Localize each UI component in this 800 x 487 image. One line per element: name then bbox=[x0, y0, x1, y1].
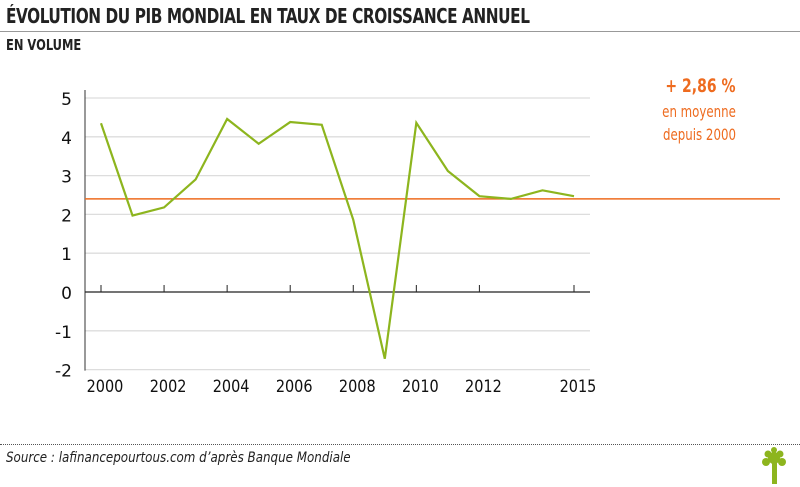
y-tick-label: -1 bbox=[55, 323, 72, 343]
x-tick-label: 2002 bbox=[150, 376, 187, 396]
gdp-growth-line bbox=[99, 117, 575, 359]
average-caption-1: en moyenne bbox=[662, 102, 736, 121]
x-tick-label: 2015 bbox=[560, 376, 597, 396]
footer-divider bbox=[0, 444, 800, 445]
y-tick-label: 0 bbox=[61, 284, 72, 304]
y-tick-label: 5 bbox=[61, 90, 72, 110]
x-tick-label: 2012 bbox=[465, 376, 502, 396]
chart-title: ÉVOLUTION DU PIB MONDIAL EN TAUX DE CROI… bbox=[6, 4, 530, 28]
y-tick-label: 1 bbox=[61, 245, 72, 265]
y-tick-label: -2 bbox=[55, 362, 72, 382]
x-tick-label: 2008 bbox=[339, 376, 376, 396]
x-tick-label: 2010 bbox=[402, 376, 439, 396]
x-tick-label: 2000 bbox=[87, 376, 124, 396]
y-tick-label: 2 bbox=[61, 206, 72, 226]
x-tick-label: 2004 bbox=[213, 376, 250, 396]
y-tick-label: 4 bbox=[61, 129, 72, 149]
average-caption-2: depuis 2000 bbox=[663, 125, 736, 144]
y-tick-label: 3 bbox=[61, 168, 72, 188]
title-divider bbox=[0, 31, 800, 32]
chart-subtitle: EN VOLUME bbox=[6, 36, 82, 54]
x-tick-label: 2006 bbox=[276, 376, 313, 396]
source-note: Source : lafinancepourtous.com d’après B… bbox=[6, 450, 351, 466]
average-value-label: + 2,86 % bbox=[665, 75, 736, 97]
